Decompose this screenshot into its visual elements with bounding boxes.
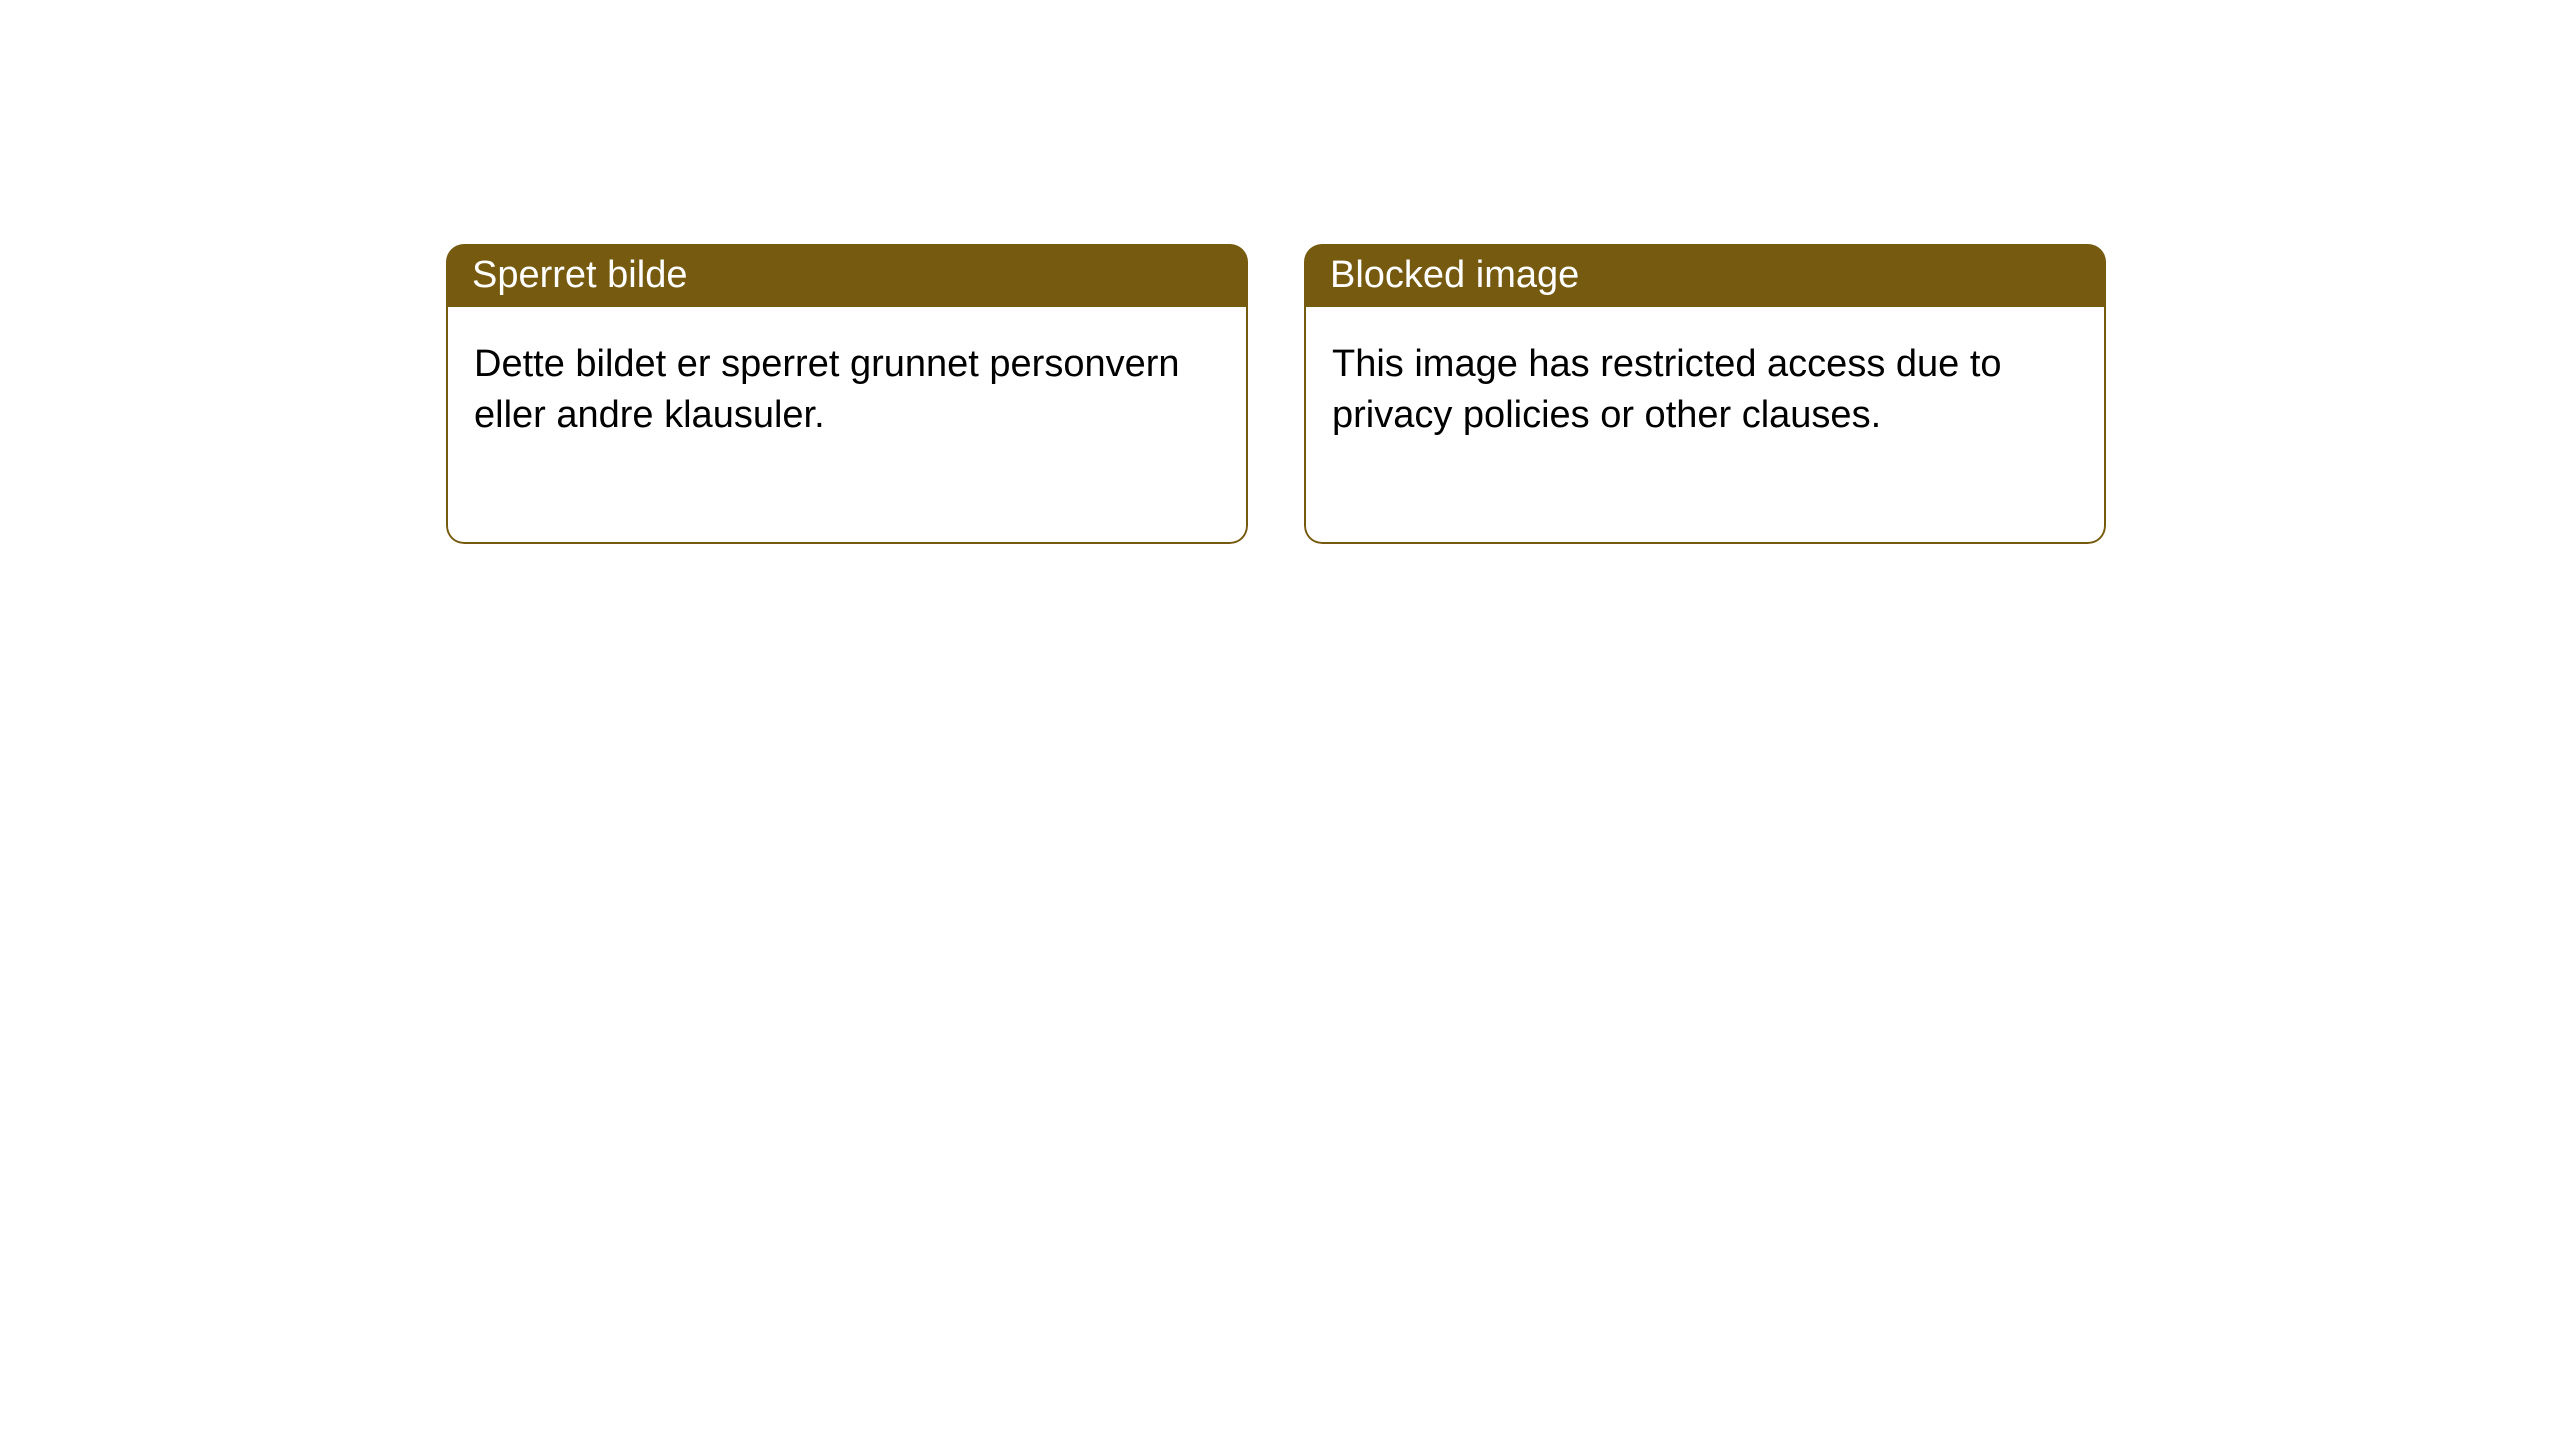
card-body: This image has restricted access due to … bbox=[1304, 307, 2106, 544]
blocked-image-card-no: Sperret bilde Dette bildet er sperret gr… bbox=[446, 244, 1248, 544]
card-body: Dette bildet er sperret grunnet personve… bbox=[446, 307, 1248, 544]
notice-container: Sperret bilde Dette bildet er sperret gr… bbox=[0, 0, 2560, 544]
card-header: Sperret bilde bbox=[446, 244, 1248, 307]
blocked-image-card-en: Blocked image This image has restricted … bbox=[1304, 244, 2106, 544]
card-header: Blocked image bbox=[1304, 244, 2106, 307]
